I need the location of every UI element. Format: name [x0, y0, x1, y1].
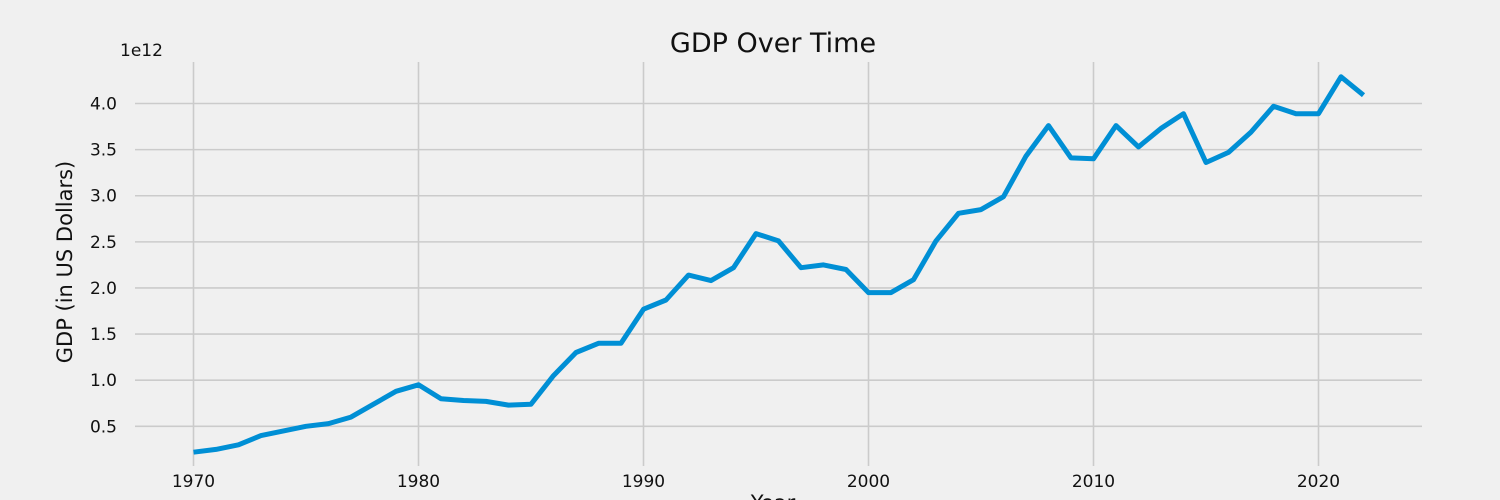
- series-layer: [193, 74, 1366, 455]
- y-axis-offset-label: 1e12: [120, 41, 163, 61]
- x-tick-label-2020: 2020: [1297, 472, 1340, 492]
- chart-title: GDP Over Time: [670, 28, 876, 59]
- x-tick-label-1970: 1970: [172, 472, 215, 492]
- x-tick-label-2000: 2000: [847, 472, 890, 492]
- tick-labels: 1970 1980 1990 2000 2010 2020 0.5 1.0 1.5 2.0 2.5 3…: [90, 95, 1340, 492]
- x-axis-label: Year: [750, 491, 796, 500]
- y-tick-label-3: 2.0: [90, 279, 117, 299]
- y-tick-label-1: 1.0: [90, 371, 117, 391]
- x-tick-label-1990: 1990: [622, 472, 665, 492]
- y-tick-label-2: 1.5: [90, 325, 117, 345]
- y-tick-label-6: 3.5: [90, 141, 117, 161]
- x-tick-label-2010: 2010: [1072, 472, 1115, 492]
- grid-lines: [135, 62, 1422, 466]
- y-tick-label-4: 2.5: [90, 233, 117, 253]
- y-tick-label-7: 4.0: [90, 95, 117, 115]
- y-tick-label-5: 3.0: [90, 187, 117, 207]
- y-axis-label: GDP (in US Dollars): [53, 161, 77, 364]
- gdp-series-line: [193, 74, 1366, 455]
- x-tick-label-1980: 1980: [397, 472, 440, 492]
- y-tick-label-0: 0.5: [90, 417, 117, 437]
